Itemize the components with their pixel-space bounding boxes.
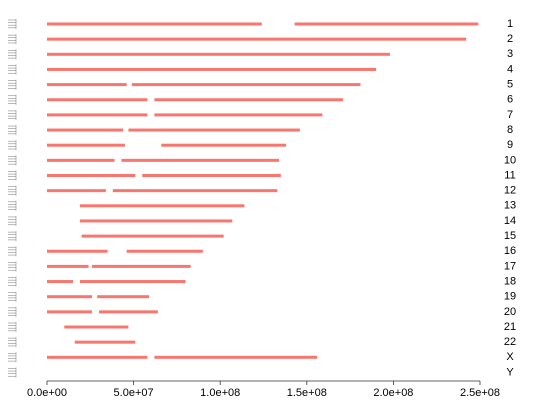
chromosome-label: X <box>506 351 514 363</box>
segment <box>47 37 467 41</box>
chromosome-label: 5 <box>507 79 513 91</box>
segment <box>47 83 127 87</box>
chromosome-label: 9 <box>507 139 513 151</box>
chromosome-label: 13 <box>504 200 516 212</box>
segment <box>47 52 390 56</box>
chromosome-label: 1 <box>507 18 513 30</box>
chromosome-label: 7 <box>507 109 513 121</box>
segment <box>294 22 479 26</box>
segment <box>47 143 125 147</box>
segment <box>154 355 318 359</box>
segment <box>112 189 278 193</box>
segment <box>47 128 124 132</box>
x-tick-label: 5.0e+07 <box>114 387 154 399</box>
x-tick-label: 2.0e+08 <box>373 387 413 399</box>
segment <box>47 189 106 193</box>
segment <box>47 249 108 253</box>
x-tick-label: 0.0e+00 <box>27 387 67 399</box>
chromosome-label: 8 <box>507 124 513 136</box>
segment <box>47 98 148 102</box>
segment <box>154 98 344 102</box>
chromosome-label: 17 <box>504 260 516 272</box>
chromosome-label: 20 <box>504 306 516 318</box>
segment <box>47 264 89 268</box>
chromosome-label: 21 <box>504 321 516 333</box>
chromosome-label: 3 <box>507 48 513 60</box>
segment <box>128 128 300 132</box>
segment <box>79 204 245 208</box>
chromosome-label: 4 <box>507 63 513 75</box>
chromosome-label: 14 <box>504 215 516 227</box>
chromosome-label: 11 <box>504 169 515 181</box>
chromosome-label: 15 <box>504 230 516 242</box>
segment <box>47 310 93 314</box>
chromosome-label: 18 <box>504 275 516 287</box>
segment <box>81 234 224 238</box>
segment <box>161 143 287 147</box>
segment <box>98 310 158 314</box>
segment <box>126 249 203 253</box>
segment <box>47 174 136 177</box>
chromosome-label: 10 <box>504 154 516 166</box>
segment <box>154 113 323 117</box>
chromosome-label: 16 <box>504 245 516 257</box>
segment <box>131 83 361 87</box>
segment <box>47 295 93 299</box>
segment <box>47 280 73 284</box>
segment <box>79 280 186 284</box>
x-tick-label: 1.0e+08 <box>200 387 240 399</box>
segment <box>47 67 377 71</box>
chromosome-label: Y <box>506 366 514 378</box>
chromosome-label: 22 <box>504 336 516 348</box>
chromosome-label: 19 <box>504 291 516 303</box>
segment <box>121 158 280 162</box>
segment <box>47 158 115 162</box>
segment <box>74 340 136 344</box>
segment <box>142 174 281 177</box>
chromosome-label: 2 <box>507 33 513 45</box>
segment <box>47 113 148 117</box>
chromosome-label: 6 <box>507 94 513 106</box>
x-tick-label: 1.5e+08 <box>287 387 327 399</box>
segment <box>79 219 233 223</box>
x-tick-label: 2.5e+08 <box>460 387 500 399</box>
segment <box>47 355 148 359</box>
segment <box>97 295 150 299</box>
segment <box>47 22 262 26</box>
segment <box>92 264 191 268</box>
chromosome-label: 12 <box>504 185 516 197</box>
segment <box>64 325 129 329</box>
